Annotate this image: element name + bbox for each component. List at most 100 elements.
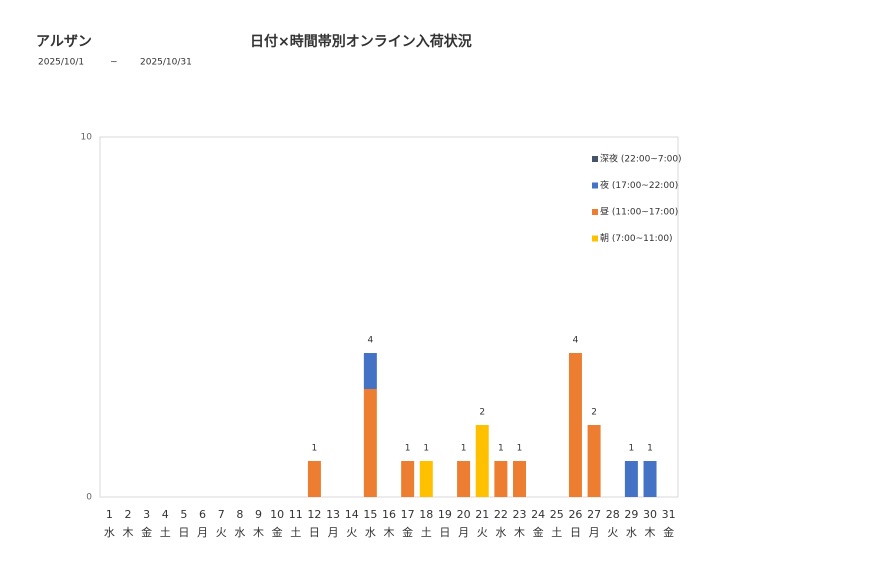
bar-segment [307, 461, 321, 497]
x-weekday-label: 金 [272, 525, 283, 539]
total-label: 1 [312, 444, 318, 454]
x-weekday-label: 日 [439, 526, 450, 539]
x-tick-label: 16 [382, 508, 396, 521]
x-tick-label: 14 [345, 508, 359, 521]
bar-segment [475, 425, 489, 497]
x-weekday-label: 日 [309, 526, 320, 539]
x-tick-label: 6 [199, 508, 206, 521]
x-tick-label: 3 [143, 508, 150, 521]
total-label: 1 [498, 444, 504, 454]
x-tick-label: 17 [401, 508, 415, 521]
x-tick-label: 2 [124, 508, 131, 521]
x-tick-label: 31 [662, 508, 676, 521]
x-tick-label: 15 [363, 508, 377, 521]
bar-segment [624, 461, 638, 497]
legend-swatch [592, 182, 598, 189]
x-weekday-label: 金 [402, 525, 413, 539]
x-tick-label: 19 [438, 508, 452, 521]
x-weekday-label: 木 [514, 526, 525, 539]
x-weekday-label: 土 [160, 526, 171, 539]
x-tick-label: 7 [218, 508, 225, 521]
legend-swatch [592, 235, 598, 242]
x-weekday-label: 土 [290, 526, 301, 539]
x-tick-label: 24 [531, 508, 545, 521]
chart-title: 日付×時間帯別オンライン入荷状況 [250, 33, 472, 50]
x-weekday-label: 火 [607, 526, 618, 539]
x-tick-label: 18 [419, 508, 433, 521]
x-tick-label: 9 [255, 508, 262, 521]
bar-segment [363, 389, 377, 497]
bar-segment [401, 461, 415, 497]
total-label: 4 [367, 336, 373, 346]
bar-segment [568, 353, 582, 497]
period-end: 2025/10/31 [140, 58, 192, 68]
x-weekday-label: 土 [421, 526, 432, 539]
period-sep: ~ [110, 58, 118, 68]
x-weekday-label: 木 [253, 526, 264, 539]
x-tick-label: 13 [326, 508, 340, 521]
x-weekday-label: 土 [551, 526, 562, 539]
y-tick-label: 10 [81, 133, 93, 143]
total-label: 2 [479, 408, 485, 418]
x-weekday-label: 金 [141, 525, 152, 539]
bar-segment [494, 461, 508, 497]
x-weekday-label: 水 [365, 526, 376, 539]
x-weekday-label: 月 [458, 526, 469, 539]
x-weekday-label: 水 [234, 526, 245, 539]
x-weekday-label: 水 [104, 526, 115, 539]
total-label: 2 [591, 408, 597, 418]
x-weekday-label: 日 [178, 526, 189, 539]
bar-segment [457, 461, 471, 497]
x-tick-label: 25 [550, 508, 564, 521]
legend-label: 朝 (7:00~11:00) [600, 233, 673, 244]
x-weekday-label: 日 [570, 526, 581, 539]
plot-frame [99, 136, 679, 498]
x-tick-label: 20 [457, 508, 471, 521]
x-weekday-label: 月 [197, 526, 208, 539]
x-tick-label: 30 [643, 508, 657, 521]
total-label: 1 [405, 444, 411, 454]
total-label: 1 [647, 444, 653, 454]
x-tick-label: 10 [270, 508, 284, 521]
total-label: 1 [517, 444, 523, 454]
total-label: 4 [573, 336, 579, 346]
total-label: 1 [423, 444, 429, 454]
x-weekday-label: 火 [477, 526, 488, 539]
x-tick-label: 11 [289, 508, 303, 521]
legend-label: 昼 (11:00~17:00) [600, 207, 678, 218]
bar-segment [643, 461, 657, 497]
x-weekday-label: 木 [122, 526, 133, 539]
x-weekday-label: 月 [589, 526, 600, 539]
legend-label: 深夜 (22:00~7:00) [600, 153, 682, 165]
x-weekday-label: 木 [384, 526, 395, 539]
y-tick-label: 0 [86, 493, 92, 503]
x-tick-label: 29 [624, 508, 638, 521]
bar-segment [419, 461, 433, 497]
x-weekday-label: 水 [626, 526, 637, 539]
x-tick-label: 21 [475, 508, 489, 521]
x-tick-label: 8 [236, 508, 243, 521]
x-tick-label: 27 [587, 508, 601, 521]
period-start: 2025/10/1 [38, 58, 84, 68]
x-weekday-label: 水 [495, 526, 506, 539]
bar-segment [587, 425, 601, 497]
x-tick-label: 28 [606, 508, 620, 521]
x-tick-label: 12 [307, 508, 321, 521]
legend-swatch [592, 156, 598, 162]
x-tick-label: 4 [162, 508, 169, 521]
x-weekday-label: 月 [328, 526, 339, 539]
bar-segment [363, 353, 377, 389]
x-weekday-label: 金 [533, 525, 544, 539]
x-tick-label: 5 [180, 508, 187, 521]
store-name: アルザン [36, 34, 92, 50]
x-weekday-label: 木 [645, 526, 656, 539]
x-tick-label: 22 [494, 508, 508, 521]
x-tick-label: 23 [513, 508, 527, 521]
x-weekday-label: 火 [216, 526, 227, 539]
total-label: 1 [461, 444, 467, 454]
x-weekday-label: 火 [346, 526, 357, 539]
x-weekday-label: 金 [663, 525, 674, 539]
legend-swatch [592, 209, 598, 215]
legend-label: 夜 (17:00~22:00) [600, 179, 678, 191]
x-tick-label: 26 [568, 508, 582, 521]
